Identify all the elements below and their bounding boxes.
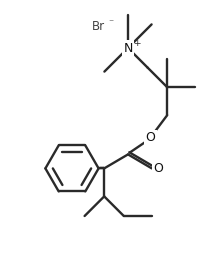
Text: N: N [123, 41, 133, 55]
Text: O: O [153, 162, 163, 175]
Text: Br: Br [92, 19, 104, 33]
Text: +: + [133, 38, 141, 48]
Text: ⁻: ⁻ [108, 18, 113, 28]
Text: O: O [145, 131, 155, 144]
